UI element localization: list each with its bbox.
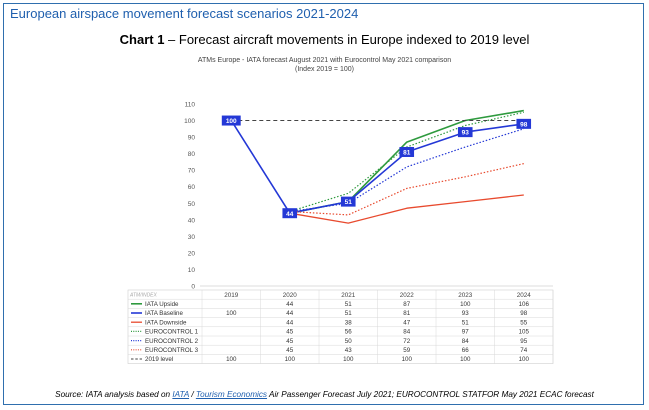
table-cell: 81 bbox=[403, 310, 410, 317]
data-label-box bbox=[516, 118, 532, 129]
source-prefix: Source: IATA analysis based on bbox=[55, 390, 173, 399]
y-tick-label: 60 bbox=[188, 184, 196, 191]
table-cell: 45 bbox=[286, 347, 293, 354]
table-cell: 100 bbox=[226, 356, 237, 363]
table-cell: 100 bbox=[226, 310, 237, 317]
table-cell: 72 bbox=[403, 338, 410, 345]
y-tick-label: 40 bbox=[188, 217, 196, 224]
data-label-box bbox=[457, 127, 473, 138]
y-tick-label: 0 bbox=[191, 284, 195, 291]
chart-heading: Chart 1 – Forecast aircraft movements in… bbox=[0, 32, 649, 47]
y-tick-label: 10 bbox=[188, 267, 196, 274]
x-tick-label: 2019 bbox=[224, 292, 239, 299]
data-label: 44 bbox=[286, 211, 294, 218]
data-label: 51 bbox=[345, 199, 353, 206]
table-cell: 84 bbox=[462, 338, 469, 345]
y-tick-label: 110 bbox=[185, 102, 196, 109]
table-cell: 45 bbox=[286, 338, 293, 345]
page-header-title: European airspace movement forecast scen… bbox=[10, 6, 359, 21]
table-cell: 97 bbox=[462, 329, 469, 336]
x-tick-label: 2022 bbox=[400, 292, 415, 299]
legend-entry: IATA Upside bbox=[145, 301, 179, 308]
data-label: 81 bbox=[403, 150, 411, 157]
legend-entry: EUROCONTROL 1 bbox=[145, 329, 199, 336]
y-tick-label: 20 bbox=[188, 250, 196, 257]
y-tick-label: 30 bbox=[188, 234, 196, 241]
figure-frame bbox=[3, 3, 644, 405]
table-cell: 38 bbox=[345, 319, 352, 326]
series-line-iata-baseline bbox=[230, 120, 524, 214]
table-cell: 100 bbox=[402, 356, 413, 363]
series-line-eurocontrol-3 bbox=[289, 163, 524, 216]
x-tick-label: 2023 bbox=[458, 292, 473, 299]
table-cell: 74 bbox=[520, 347, 527, 354]
legend-entry: 2019 level bbox=[145, 356, 173, 363]
legend-entry: IATA Baseline bbox=[145, 310, 184, 317]
table-cell: 84 bbox=[403, 329, 410, 336]
y-tick-label: 80 bbox=[188, 151, 196, 158]
x-tick-label: 2020 bbox=[283, 292, 298, 299]
table-cell: 44 bbox=[286, 301, 293, 308]
data-label: 98 bbox=[520, 121, 528, 128]
table-corner-label: ATM/INDEX bbox=[129, 293, 158, 299]
source-link-iata[interactable]: IATA bbox=[172, 390, 190, 399]
table-cell: 44 bbox=[286, 319, 293, 326]
y-tick-label: 100 bbox=[184, 118, 195, 125]
legend-entry: IATA Downside bbox=[145, 319, 187, 326]
table-cell: 56 bbox=[345, 329, 352, 336]
data-label-box bbox=[399, 146, 415, 157]
table-cell: 51 bbox=[345, 301, 352, 308]
table-cell: 98 bbox=[520, 310, 527, 317]
data-label: 93 bbox=[462, 130, 470, 137]
table-cell: 45 bbox=[286, 329, 293, 336]
series-line-iata-downside bbox=[289, 194, 524, 224]
table-cell: 51 bbox=[345, 310, 352, 317]
series-line-iata-upside bbox=[289, 109, 524, 214]
series-line-eurocontrol-1 bbox=[289, 111, 524, 213]
table-cell: 100 bbox=[285, 356, 296, 363]
chart-heading-text: – Forecast aircraft movements in Europe … bbox=[164, 32, 530, 47]
table-cell: 100 bbox=[343, 356, 354, 363]
chart-subtitle: (Index 2019 = 100) bbox=[295, 66, 354, 73]
table-cell: 100 bbox=[460, 301, 471, 308]
source-link-tourism-economics[interactable]: Tourism Economics bbox=[195, 390, 268, 399]
table-cell: 66 bbox=[462, 347, 469, 354]
x-tick-label: 2021 bbox=[341, 292, 356, 299]
table-cell: 59 bbox=[403, 347, 410, 354]
legend-entry: EUROCONTROL 2 bbox=[145, 338, 199, 345]
table-cell: 87 bbox=[403, 301, 410, 308]
data-label: 100 bbox=[226, 118, 237, 125]
chart-heading-number: Chart 1 bbox=[119, 32, 165, 47]
y-tick-label: 90 bbox=[188, 135, 196, 142]
data-label-box bbox=[221, 115, 241, 126]
source-note: Source: IATA analysis based on IATA / To… bbox=[0, 390, 649, 399]
data-label-box bbox=[340, 196, 356, 207]
y-tick-label: 70 bbox=[188, 168, 196, 175]
y-tick-label: 50 bbox=[188, 201, 196, 208]
legend-entry: EUROCONTROL 3 bbox=[145, 347, 199, 354]
table-cell: 106 bbox=[519, 301, 530, 308]
table-cell: 105 bbox=[519, 329, 530, 336]
source-separator: / bbox=[189, 390, 196, 399]
table-cell: 93 bbox=[462, 310, 469, 317]
table-cell: 51 bbox=[462, 319, 469, 326]
x-tick-label: 2024 bbox=[517, 292, 532, 299]
table-cell: 100 bbox=[460, 356, 471, 363]
table-cell: 47 bbox=[403, 319, 410, 326]
table-cell: 95 bbox=[520, 338, 527, 345]
chart-title: ATMs Europe - IATA forecast August 2021 … bbox=[197, 57, 452, 64]
table-cell: 44 bbox=[286, 310, 293, 317]
source-suffix: Air Passenger Forecast July 2021; EUROCO… bbox=[267, 390, 594, 399]
table-cell: 50 bbox=[345, 338, 352, 345]
data-label-box bbox=[282, 208, 298, 219]
table-cell: 100 bbox=[519, 356, 530, 363]
table-cell: 43 bbox=[345, 347, 352, 354]
table-cell: 55 bbox=[520, 319, 527, 326]
